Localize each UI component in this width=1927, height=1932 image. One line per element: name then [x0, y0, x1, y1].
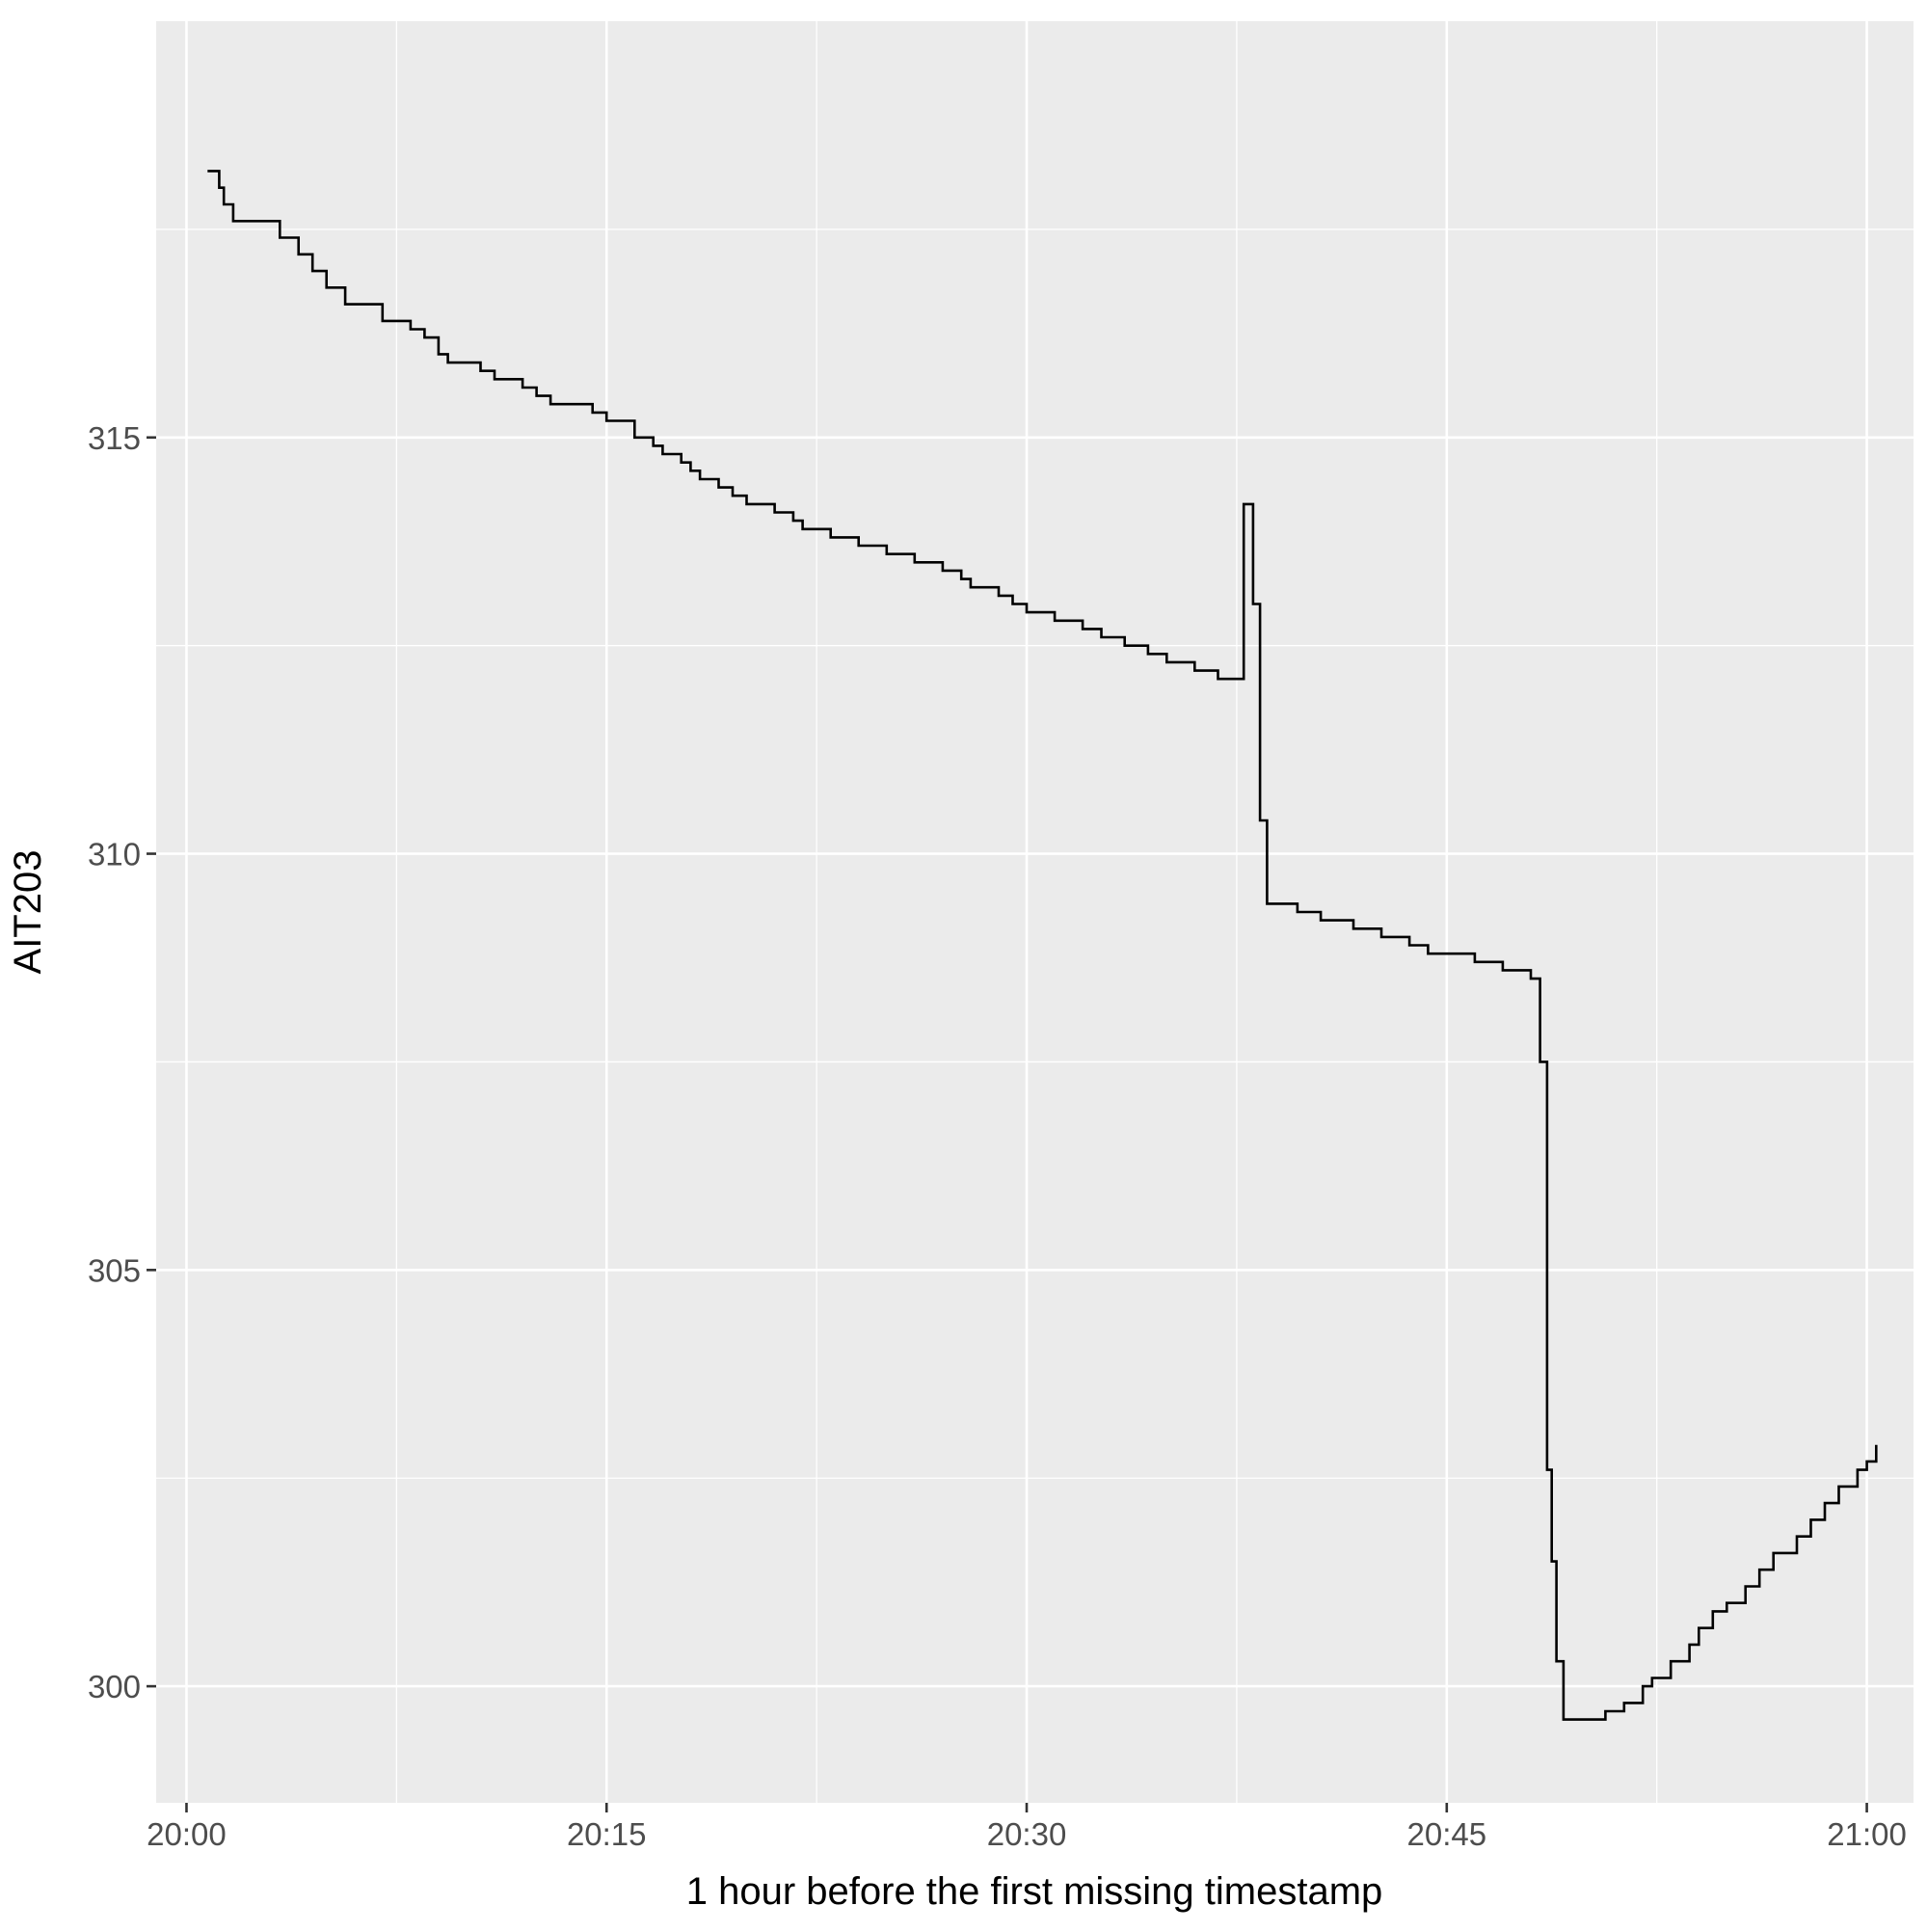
- grid-minor: [156, 21, 1914, 1803]
- y-tick-label: 305: [88, 1252, 141, 1288]
- y-tick-label: 310: [88, 837, 141, 872]
- x-axis: 20:00 20:15 20:30 20:45 21:00: [147, 1803, 1907, 1852]
- y-tick-label: 315: [88, 420, 141, 456]
- x-tick-label: 21:00: [1827, 1816, 1907, 1852]
- x-tick-label: 20:00: [147, 1816, 227, 1852]
- x-tick-label: 20:30: [987, 1816, 1067, 1852]
- grid-major: [156, 21, 1914, 1803]
- x-axis-title: 1 hour before the first missing timestam…: [686, 1870, 1383, 1913]
- x-tick-label: 20:45: [1407, 1816, 1487, 1852]
- x-tick-label: 20:15: [567, 1816, 647, 1852]
- y-tick-label: 300: [88, 1669, 141, 1704]
- plot-panel: [156, 21, 1914, 1803]
- y-axis: 300 305 310 315: [88, 420, 156, 1704]
- y-axis-title: AIT203: [7, 850, 49, 975]
- series-line-ait203: [207, 170, 1878, 1721]
